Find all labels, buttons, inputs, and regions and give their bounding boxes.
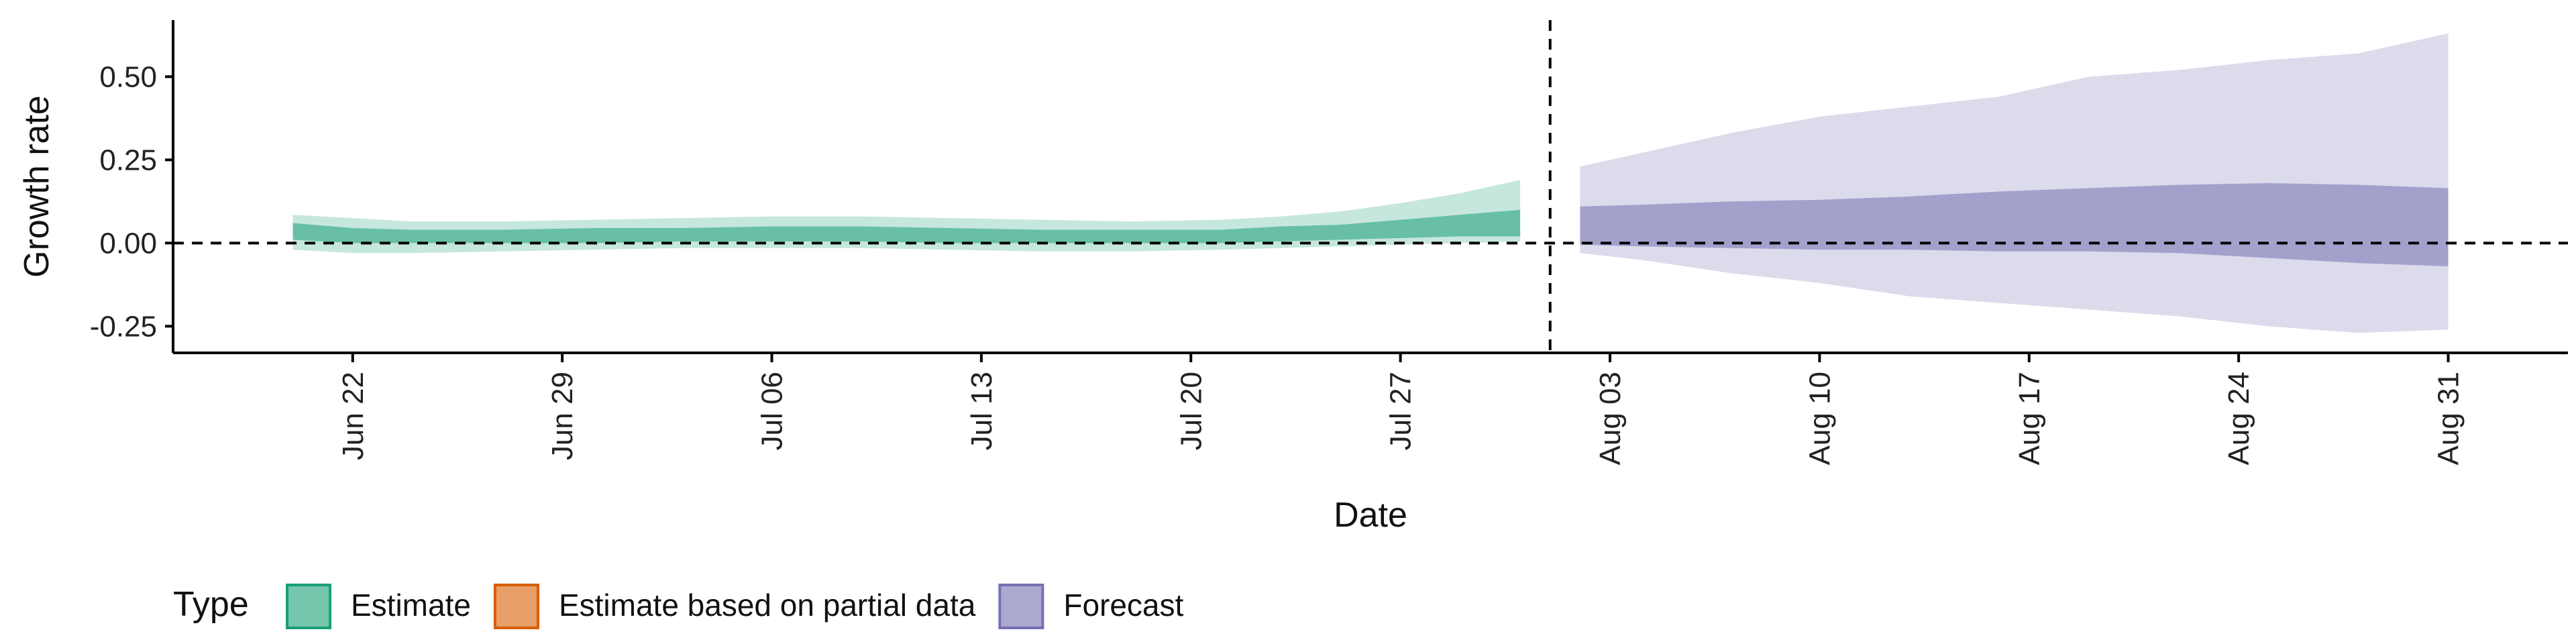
legend-label-estimate: Estimate xyxy=(351,588,471,623)
estimate-inner-band xyxy=(292,209,1521,244)
x-tick-label: Jun 22 xyxy=(337,372,370,460)
x-ticks: Jun 22 Jun 29 Jul 06 Jul 13 Jul 20 Jul 27 Aug … xyxy=(337,353,2465,465)
x-tick-label: Aug 03 xyxy=(1594,372,1627,465)
y-tick-label: 0.00 xyxy=(99,227,157,260)
x-tick-label: Jul 13 xyxy=(965,372,998,450)
legend-label-estimate-based-on-partial-data: Estimate based on partial data xyxy=(559,588,976,623)
legend-key-estimate-based-on-partial-data xyxy=(493,584,539,629)
x-axis-title: Date xyxy=(1334,496,1407,535)
y-axis-title: Growth rate xyxy=(17,95,56,278)
y-tick-label: 0.25 xyxy=(99,144,157,176)
x-tick-label: Jul 06 xyxy=(756,372,789,450)
ribbon-layer xyxy=(292,33,2449,333)
legend-title: Type xyxy=(173,585,249,624)
reference-lines xyxy=(173,20,2568,353)
x-tick-label: Jul 27 xyxy=(1385,372,1417,450)
y-ticks: -0.25 0.00 0.25 0.50 xyxy=(90,60,173,343)
x-tick-label: Aug 24 xyxy=(2222,372,2255,465)
legend-key-estimate xyxy=(286,584,331,629)
forecast-outer-band xyxy=(1580,33,2449,333)
y-tick-label: 0.50 xyxy=(99,60,157,93)
legend: Type Estimate Estimate based on partial d… xyxy=(173,584,1184,629)
x-tick-label: Aug 17 xyxy=(2013,372,2046,465)
legend-label-forecast: Forecast xyxy=(1063,588,1183,623)
forecast-inner-band xyxy=(1580,183,2449,267)
legend-key-forecast xyxy=(998,584,1044,629)
x-tick-label: Aug 31 xyxy=(2432,372,2465,465)
y-tick-label: -0.25 xyxy=(90,310,157,343)
x-tick-label: Jul 20 xyxy=(1175,372,1208,450)
x-tick-label: Jun 29 xyxy=(546,372,579,460)
x-tick-label: Aug 10 xyxy=(1803,372,1836,465)
